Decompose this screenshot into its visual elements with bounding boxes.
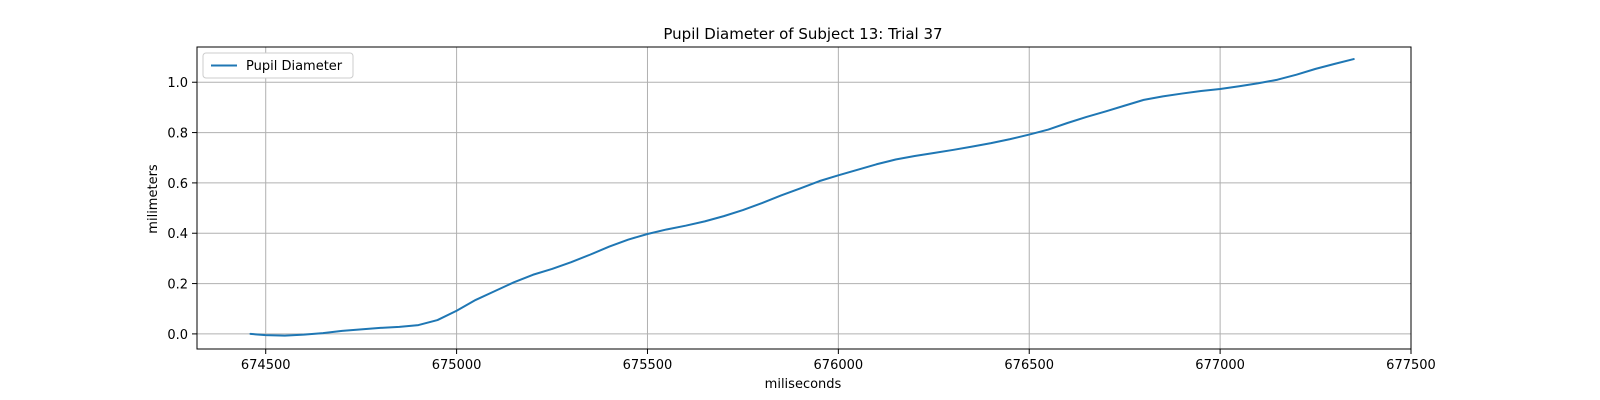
legend: Pupil Diameter [202, 52, 354, 79]
x-tick-label: 677000 [1195, 358, 1245, 373]
y-tick-label: 0.2 [167, 278, 188, 293]
y-tick-label: 0.4 [167, 227, 188, 242]
y-tick-label: 0.0 [167, 328, 188, 343]
series-line-pupil-diameter [249, 58, 1355, 337]
y-axis-title: milimeters [146, 164, 161, 234]
chart-title: Pupil Diameter of Subject 13: Trial 37 [663, 25, 942, 43]
x-tick-label: 675500 [623, 358, 673, 373]
legend-box [202, 52, 354, 79]
y-tick-label: 1.0 [167, 76, 188, 91]
legend-label: Pupil Diameter [246, 59, 343, 74]
y-tick-label: 0.6 [167, 177, 188, 192]
y-tick-label: 0.8 [167, 127, 188, 142]
x-tick-label: 676500 [1004, 358, 1054, 373]
y-axis: 0.0 0.2 0.4 0.6 0.8 1.0 [167, 76, 197, 343]
x-axis-title: miliseconds [765, 377, 842, 392]
plot-frame [196, 46, 1412, 350]
x-tick-label: 676000 [814, 358, 864, 373]
x-tick-label: 677500 [1386, 358, 1436, 373]
x-axis: 674500 675000 675500 676000 676500 677000 6775… [241, 349, 1436, 373]
x-tick-label: 674500 [241, 358, 291, 373]
x-tick-label: 675000 [432, 358, 482, 373]
grid-lines [197, 47, 1412, 349]
series-layer [249, 58, 1355, 337]
